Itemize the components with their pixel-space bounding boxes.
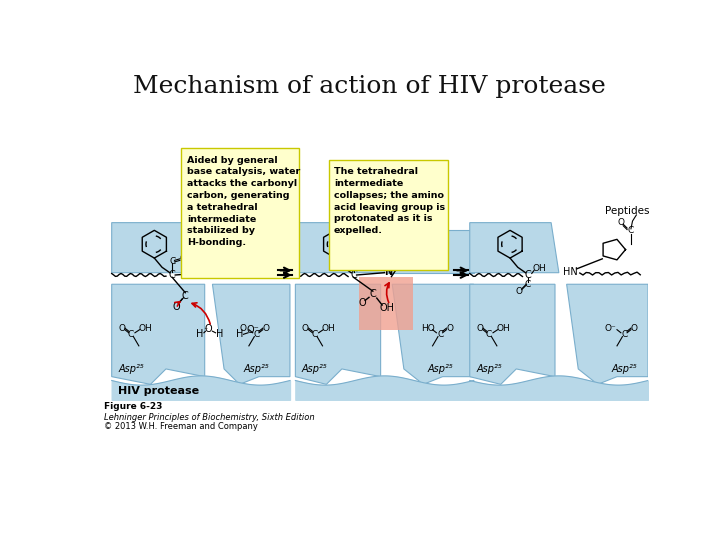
FancyBboxPatch shape — [181, 148, 300, 278]
Text: OH: OH — [496, 323, 510, 333]
Text: ··: ·· — [203, 325, 208, 334]
Text: C: C — [525, 280, 531, 289]
Text: Asp²⁵: Asp²⁵ — [244, 364, 269, 374]
Text: O: O — [262, 323, 269, 333]
Text: H: H — [216, 329, 223, 339]
Text: O: O — [477, 323, 483, 333]
Text: Asp²⁵: Asp²⁵ — [612, 364, 638, 374]
Polygon shape — [112, 284, 204, 384]
Text: O: O — [446, 323, 453, 333]
Text: Lehninger Principles of Biochemistry, Sixth Edition: Lehninger Principles of Biochemistry, Si… — [104, 413, 315, 422]
FancyArrowPatch shape — [175, 302, 180, 306]
Text: C: C — [350, 270, 357, 280]
Text: Asp²⁵: Asp²⁵ — [476, 364, 502, 374]
Polygon shape — [392, 284, 474, 384]
Text: Asp²⁵: Asp²⁵ — [302, 364, 328, 374]
Text: C: C — [128, 330, 134, 339]
Text: O: O — [179, 254, 186, 262]
Polygon shape — [112, 222, 209, 273]
Polygon shape — [212, 284, 290, 384]
Text: O: O — [118, 323, 125, 333]
Text: H: H — [236, 329, 243, 339]
Text: Figure 6-23: Figure 6-23 — [104, 402, 162, 411]
Text: © 2013 W.H. Freeman and Company: © 2013 W.H. Freeman and Company — [104, 422, 258, 431]
Text: C: C — [369, 289, 377, 299]
Polygon shape — [295, 222, 384, 273]
Text: The tetrahedral
intermediate
collapses; the amino
acid leaving group is
protonat: The tetrahedral intermediate collapses; … — [334, 167, 445, 235]
Text: O: O — [359, 299, 366, 308]
Polygon shape — [204, 231, 290, 273]
Text: C: C — [312, 330, 318, 339]
Polygon shape — [359, 276, 413, 330]
Text: H: H — [196, 329, 203, 339]
FancyArrowPatch shape — [385, 283, 389, 302]
Text: C: C — [253, 330, 260, 339]
Text: OH: OH — [138, 323, 152, 333]
Text: C: C — [169, 256, 175, 266]
Text: C: C — [486, 330, 492, 339]
Text: O: O — [172, 301, 180, 312]
Text: C: C — [168, 270, 176, 280]
Text: C: C — [437, 330, 444, 339]
Text: O: O — [617, 218, 624, 227]
FancyBboxPatch shape — [329, 159, 448, 271]
Text: O: O — [239, 323, 246, 333]
Text: Mechanism of action of HIV protease: Mechanism of action of HIV protease — [132, 75, 606, 98]
Text: O⁻: O⁻ — [246, 326, 259, 335]
Text: Asp²⁵: Asp²⁵ — [428, 364, 453, 374]
Polygon shape — [295, 284, 381, 384]
Text: HN: HN — [563, 267, 578, 277]
Polygon shape — [469, 284, 555, 384]
Text: O: O — [631, 323, 637, 333]
Polygon shape — [469, 222, 559, 273]
Text: C: C — [621, 330, 628, 339]
Text: C: C — [628, 226, 634, 235]
Text: Peptides: Peptides — [606, 206, 650, 216]
Text: O⁻: O⁻ — [605, 323, 616, 333]
Text: O: O — [361, 254, 368, 262]
Text: Asp²⁵: Asp²⁵ — [118, 364, 144, 374]
Polygon shape — [388, 231, 474, 273]
Text: Aided by general
base catalysis, water
attacks the carbonyl
carbon, generating
a: Aided by general base catalysis, water a… — [187, 156, 300, 247]
Text: O: O — [515, 287, 522, 296]
Text: C: C — [182, 291, 189, 301]
Text: O: O — [302, 323, 309, 333]
Polygon shape — [567, 284, 648, 384]
Text: C: C — [524, 270, 531, 280]
Text: N: N — [204, 267, 212, 277]
Text: OH: OH — [379, 303, 395, 313]
Text: HO: HO — [421, 323, 435, 333]
Text: OH: OH — [533, 265, 546, 273]
Text: OH: OH — [322, 323, 336, 333]
FancyArrowPatch shape — [192, 303, 210, 324]
Text: C: C — [351, 256, 356, 266]
Text: HIV protease: HIV protease — [118, 386, 199, 395]
Text: N: N — [384, 267, 392, 277]
Text: O: O — [204, 324, 212, 334]
